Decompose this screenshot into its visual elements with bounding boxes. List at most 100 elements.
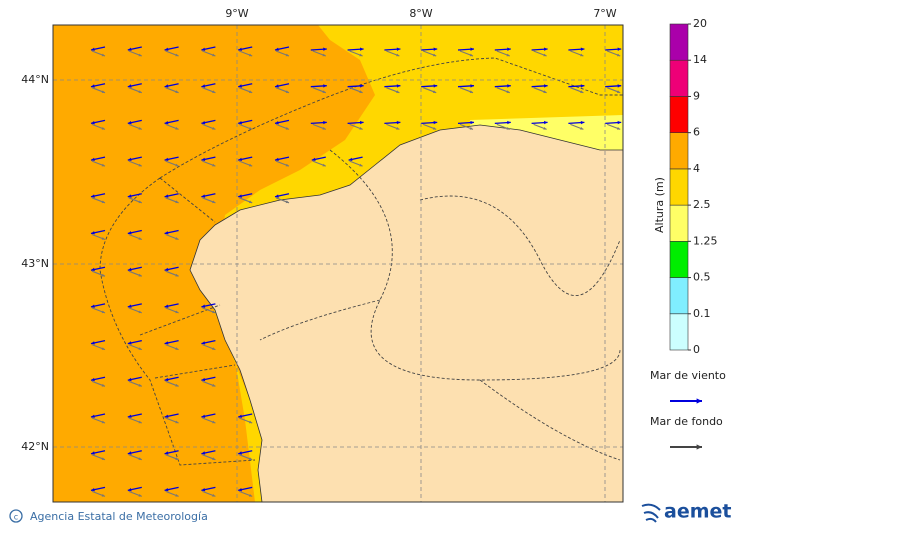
swell-arrow-head [101, 420, 105, 424]
wind-arrow-head [507, 120, 511, 125]
wind-arrow-head [543, 84, 548, 88]
swell-arrow-head [322, 126, 326, 130]
wind-arrow-head [127, 377, 132, 382]
legend-arrow-head [696, 398, 702, 404]
wind-arrow-head [580, 84, 585, 88]
swell-arrow-head [175, 53, 179, 57]
wind-arrow-head [311, 157, 316, 162]
wind-arrow-head [238, 47, 242, 51]
lon-label: 9°W [225, 7, 248, 20]
swell-arrow-head [101, 200, 105, 204]
swell-arrow-head [469, 90, 473, 93]
wind-arrow-head [127, 304, 132, 308]
swell-arrow-head [175, 126, 179, 130]
wind-arrow-head [238, 414, 242, 418]
wind-arrow-head [201, 121, 206, 125]
swell-arrow-head [212, 420, 216, 424]
lat-label: 42°N [21, 440, 49, 453]
wind-arrow-head [91, 194, 95, 198]
wind-arrow-head [91, 47, 95, 51]
wind-arrow-head [507, 47, 511, 51]
wind-arrow-head [617, 84, 622, 88]
swell-arrow-head [101, 457, 105, 460]
swell-arrow-head [616, 53, 621, 57]
swell-arrow-head [285, 126, 289, 130]
swell-arrow-head [101, 493, 105, 497]
wind-arrow-head [396, 47, 401, 51]
swell-arrow-head [212, 347, 216, 350]
copyright-c: c [14, 513, 18, 522]
swell-arrow-head [175, 200, 179, 204]
swell-arrow-head [322, 53, 326, 57]
swell-arrow-head [138, 347, 142, 350]
swell-arrow-head [285, 53, 289, 57]
wind-arrow-head [323, 47, 327, 51]
legend-label: Mar de fondo [650, 415, 723, 428]
wind-arrow-head [433, 120, 438, 125]
wind-arrow-head [127, 231, 132, 235]
swell-arrow-head [175, 420, 179, 424]
wind-arrow-head [91, 377, 95, 382]
swell-arrow-head [359, 53, 363, 57]
swell-arrow-head [101, 383, 105, 387]
wind-arrow-head [127, 121, 132, 125]
colorbar: 0 0.1 0.5 1.25 2.5 4 6 9 14 20 [669, 17, 718, 356]
swell-arrow-head [175, 493, 179, 497]
swell-arrow-head [175, 90, 179, 93]
wind-arrow-head [201, 194, 206, 198]
legend-label: Mar de viento [650, 369, 726, 382]
swell-arrow-head [359, 90, 363, 93]
colorbar-segment [669, 168, 689, 206]
swell-arrow-head [616, 126, 621, 130]
wind-arrow-head [201, 414, 206, 418]
wind-arrow-head [433, 47, 438, 51]
wind-arrow-head [201, 488, 206, 492]
swell-arrow-head [285, 200, 289, 204]
swell-arrow-head [432, 90, 437, 93]
swell-arrow-head [396, 53, 400, 57]
swell-arrow-head [432, 126, 437, 130]
wind-arrow-head [164, 84, 169, 88]
wind-arrow-head [91, 157, 95, 162]
swell-arrow-head [175, 347, 179, 350]
swell-arrow-head [101, 273, 105, 277]
wind-arrow-head [238, 488, 242, 492]
wind-arrow-head [238, 157, 242, 162]
wind-arrow-head [580, 120, 585, 125]
swell-arrow-head [469, 126, 473, 130]
swell-arrow-head [101, 53, 105, 57]
wind-arrow-head [323, 120, 327, 125]
swell-arrow-head [248, 126, 253, 130]
wind-arrow-head [164, 341, 169, 345]
map [53, 25, 623, 502]
swell-arrow-head [506, 126, 510, 130]
swell-arrow-head [138, 383, 142, 387]
wind-arrow-head [201, 377, 206, 382]
swell-arrow-head [138, 90, 142, 93]
swell-arrow-head [248, 53, 253, 57]
colorbar-segment [669, 313, 689, 351]
wind-arrow-head [164, 47, 169, 51]
swell-arrow-head [175, 237, 179, 240]
swell-arrow-head [580, 126, 584, 130]
logo-mark [641, 503, 661, 523]
wind-arrow-head [543, 47, 548, 51]
wind-arrow-head [275, 157, 279, 162]
wind-arrow-head [323, 84, 327, 88]
swell-arrow-head [322, 163, 326, 167]
swell-arrow-head [248, 163, 253, 167]
swell-arrow-head [101, 90, 105, 93]
wind-arrow-head [127, 194, 132, 198]
swell-arrow-head [506, 53, 510, 57]
swell-arrow-head [248, 457, 253, 460]
swell-arrow-head [212, 126, 216, 130]
wind-arrow-head [359, 47, 364, 51]
swell-arrow-head [543, 126, 547, 130]
wind-arrow-head [470, 120, 474, 125]
wind-arrow-head [470, 84, 474, 88]
wind-arrow-head [164, 488, 169, 492]
wind-arrow-head [91, 231, 95, 235]
swell-arrow-head [580, 53, 584, 57]
wind-arrow-head [91, 488, 95, 492]
colorbar-level: 2.5 [693, 198, 711, 211]
